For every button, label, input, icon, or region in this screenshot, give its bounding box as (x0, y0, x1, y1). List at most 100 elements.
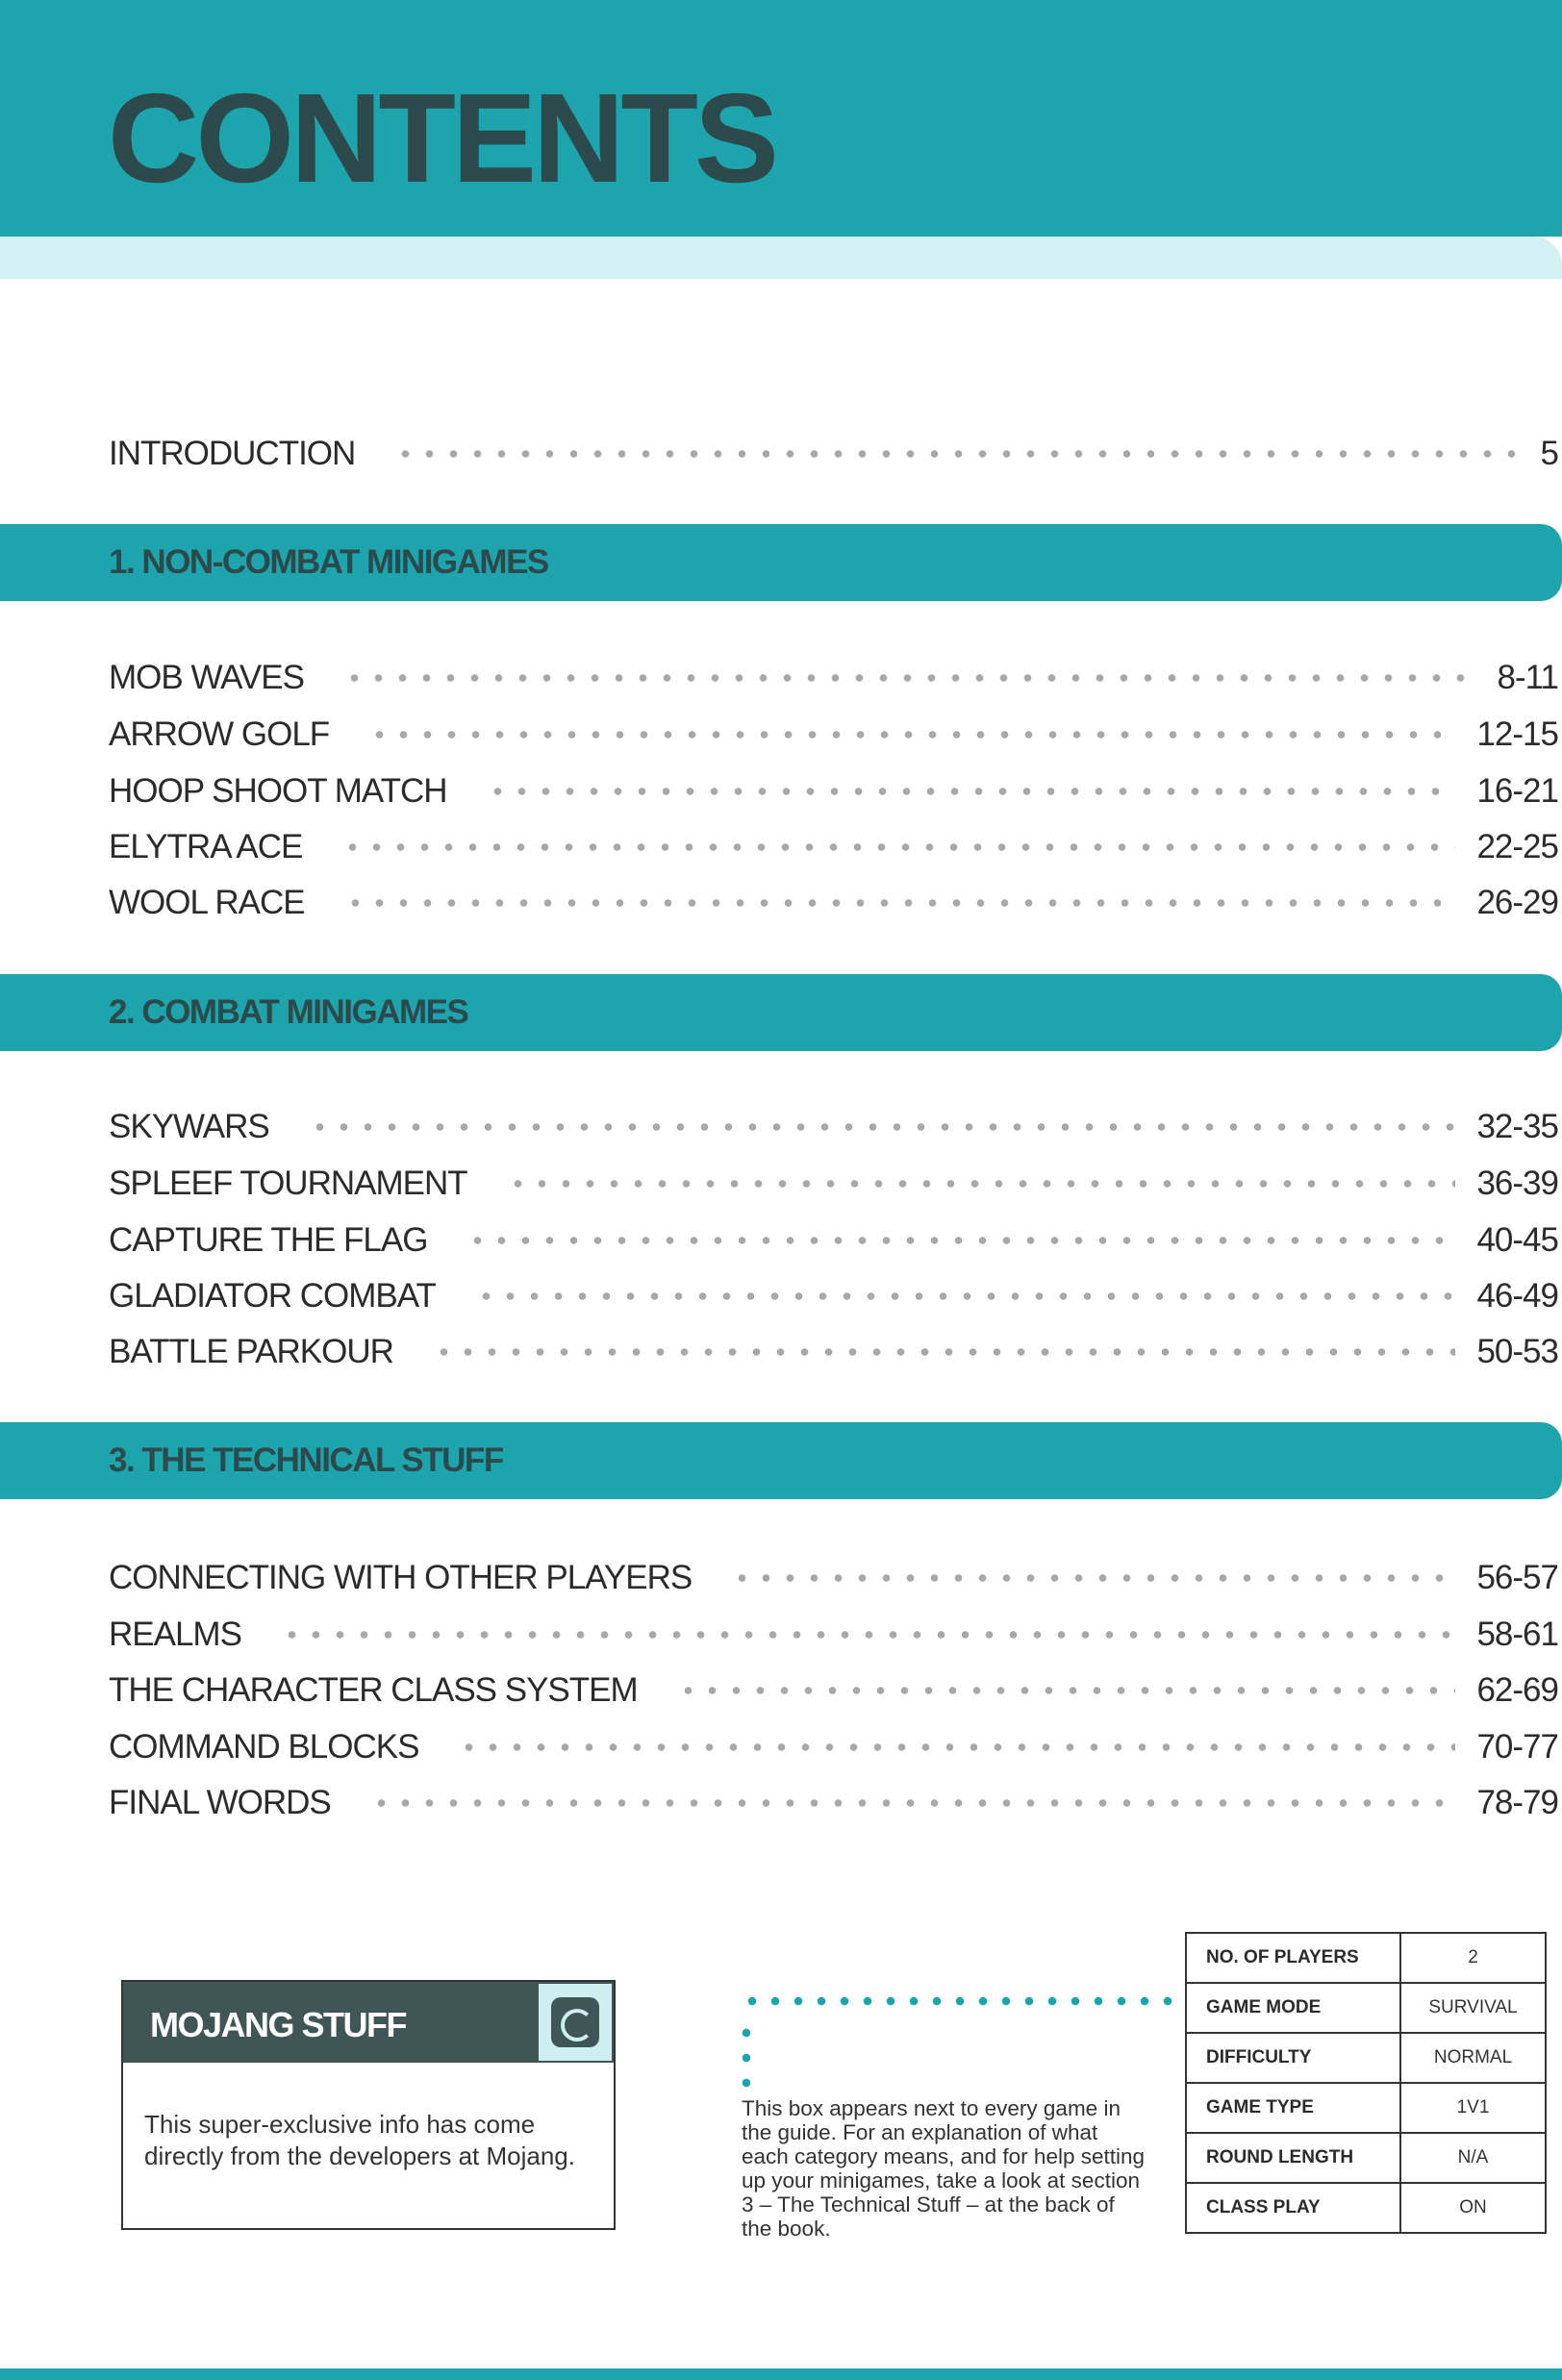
toc-row[interactable]: HOOP SHOOT MATCH 16-21 (109, 769, 1559, 814)
toc-page: 22-25 (1476, 828, 1559, 865)
leader-dots (279, 1630, 1456, 1640)
toc-page: 40-45 (1476, 1221, 1559, 1259)
leader-dots (457, 1742, 1456, 1752)
info-table-row: CLASS PLAY ON (1185, 2182, 1547, 2234)
toc-page: 78-79 (1476, 1784, 1559, 1821)
leader-dots (307, 1122, 1456, 1132)
connector-dots-vertical (741, 2020, 752, 2090)
toc-row[interactable]: SKYWARS 32-35 (109, 1105, 1559, 1149)
connector-dots-horizontal (741, 1995, 1179, 2007)
leader-dots (431, 1347, 1456, 1357)
toc-row[interactable]: THE CHARACTER CLASS SYSTEM 62-69 (109, 1668, 1559, 1713)
section-title: 3. THE TECHNICAL STUFF (109, 1441, 504, 1479)
toc-row[interactable]: ARROW GOLF 12-15 (109, 713, 1559, 757)
leader-dots (342, 898, 1456, 908)
mojang-stuff-box: MOJANG STUFF This super-exclusive info h… (121, 1980, 616, 2230)
leader-dots (730, 1573, 1456, 1583)
toc-row[interactable]: MOB WAVES 8-11 (109, 656, 1559, 700)
header-light-band (0, 237, 1562, 279)
info-table-row: GAME MODE SURVIVAL (1185, 1982, 1547, 2034)
leader-dots (393, 449, 1520, 459)
info-key: ROUND LENGTH (1185, 2132, 1401, 2184)
info-key: GAME MODE (1185, 1982, 1401, 2034)
mojang-creeper-icon (539, 1984, 612, 2061)
footer-band (0, 2368, 1562, 2380)
toc-page: 62-69 (1476, 1671, 1559, 1709)
section-header-2: 2. COMBAT MINIGAMES (0, 974, 1562, 1051)
toc-page: 70-77 (1476, 1728, 1559, 1766)
leader-dots (675, 1686, 1456, 1695)
info-value: N/A (1399, 2132, 1547, 2184)
page-title: CONTENTS (108, 67, 779, 209)
toc-row[interactable]: GLADIATOR COMBAT 46-49 (109, 1274, 1559, 1318)
toc-label: REALMS (109, 1616, 242, 1653)
toc-label: MOB WAVES (109, 659, 305, 696)
toc-page: 32-35 (1476, 1108, 1559, 1145)
toc-label: SKYWARS (109, 1108, 270, 1145)
section-header-1: 1. NON-COMBAT MINIGAMES (0, 524, 1562, 601)
toc-label: HOOP SHOOT MATCH (109, 772, 448, 810)
toc-label: CAPTURE THE FLAG (109, 1221, 428, 1259)
toc-page: 26-29 (1476, 884, 1559, 921)
toc-page: 5 (1540, 435, 1559, 472)
mojang-box-header: MOJANG STUFF (123, 1982, 614, 2063)
toc-label: GLADIATOR COMBAT (109, 1277, 437, 1315)
game-info-table: NO. OF PLAYERS 2 GAME MODE SURVIVAL DIFFICUL… (1185, 1932, 1547, 2234)
toc-label: ARROW GOLF (109, 715, 330, 753)
toc-row[interactable]: BATTLE PARKOUR 50-53 (109, 1330, 1559, 1374)
toc-label: SPLEEF TOURNAMENT (109, 1165, 468, 1202)
info-value: NORMAL (1399, 2032, 1547, 2084)
toc-label: FINAL WORDS (109, 1784, 332, 1821)
info-value: 1V1 (1399, 2082, 1547, 2134)
section-header-3: 3. THE TECHNICAL STUFF (0, 1422, 1562, 1499)
info-value: SURVIVAL (1399, 1982, 1547, 2034)
section-title: 2. COMBAT MINIGAMES (109, 993, 469, 1031)
toc-page: 36-39 (1476, 1165, 1559, 1202)
info-value: 2 (1399, 1932, 1547, 1984)
toc-page: 16-21 (1476, 772, 1559, 810)
toc-page: 50-53 (1476, 1333, 1559, 1370)
info-value: ON (1399, 2182, 1547, 2234)
toc-row[interactable]: REALMS 58-61 (109, 1613, 1559, 1657)
toc-page: 8-11 (1497, 659, 1559, 696)
info-key: NO. OF PLAYERS (1185, 1932, 1401, 1984)
info-box-explanation: This box appears next to every game in t… (742, 2096, 1146, 2241)
header-band (0, 0, 1562, 237)
toc-page: 12-15 (1476, 715, 1559, 753)
toc-row[interactable]: WOOL RACE 26-29 (109, 881, 1559, 925)
leader-dots (340, 842, 1456, 852)
toc-row-introduction[interactable]: INTRODUCTION 5 (109, 432, 1559, 476)
toc-row[interactable]: CAPTURE THE FLAG 40-45 (109, 1218, 1559, 1263)
toc-label: INTRODUCTION (109, 435, 356, 472)
section-title: 1. NON-COMBAT MINIGAMES (109, 543, 549, 581)
info-key: DIFFICULTY (1185, 2032, 1401, 2084)
info-table-row: NO. OF PLAYERS 2 (1185, 1932, 1547, 1984)
toc-label: CONNECTING WITH OTHER PLAYERS (109, 1559, 693, 1596)
toc-page: 46-49 (1476, 1277, 1559, 1315)
info-key: GAME TYPE (1185, 2082, 1401, 2134)
mojang-box-text: This super-exclusive info has come direc… (144, 2110, 575, 2170)
leader-dots (368, 1798, 1456, 1808)
toc-label: ELYTRA ACE (109, 828, 303, 865)
leader-dots (341, 673, 1476, 683)
leader-dots (485, 787, 1456, 796)
toc-label: THE CHARACTER CLASS SYSTEM (109, 1671, 639, 1709)
info-table-row: DIFFICULTY NORMAL (1185, 2032, 1547, 2084)
info-table-row: GAME TYPE 1V1 (1185, 2082, 1547, 2134)
toc-page: 58-61 (1476, 1616, 1559, 1653)
toc-row[interactable]: SPLEEF TOURNAMENT 36-39 (109, 1162, 1559, 1206)
info-table-row: ROUND LENGTH N/A (1185, 2132, 1547, 2184)
toc-row[interactable]: CONNECTING WITH OTHER PLAYERS 56-57 (109, 1556, 1559, 1600)
toc-label: COMMAND BLOCKS (109, 1728, 419, 1766)
toc-row[interactable]: ELYTRA ACE 22-25 (109, 825, 1559, 869)
leader-dots (367, 730, 1456, 739)
leader-dots (505, 1179, 1456, 1189)
leader-dots (466, 1236, 1456, 1245)
toc-row[interactable]: FINAL WORDS 78-79 (109, 1781, 1559, 1825)
info-key: CLASS PLAY (1185, 2182, 1401, 2234)
toc-label: BATTLE PARKOUR (109, 1333, 394, 1370)
toc-row[interactable]: COMMAND BLOCKS 70-77 (109, 1725, 1559, 1769)
leader-dots (473, 1291, 1456, 1301)
toc-page: 56-57 (1476, 1559, 1559, 1596)
toc-label: WOOL RACE (109, 884, 306, 921)
